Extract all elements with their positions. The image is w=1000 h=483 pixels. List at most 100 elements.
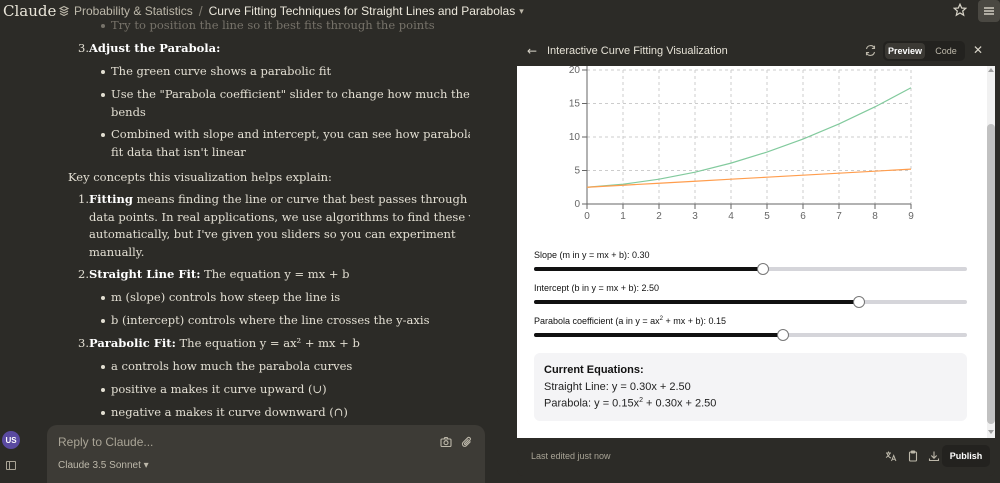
concept1-text: means finding the line or curve that bes… — [132, 192, 470, 206]
slope-label: Slope (m in y = mx + b): 0.30 — [534, 250, 650, 260]
y-tick-label: 15 — [569, 99, 581, 110]
key-concepts-text: Key concepts this visualization helps ex… — [68, 170, 332, 184]
intercept-slider[interactable] — [534, 296, 967, 308]
slider-thumb[interactable] — [852, 296, 865, 308]
concept3-number: 3. — [78, 336, 89, 350]
view-toggle: Preview Code — [883, 41, 965, 61]
slider-thumb[interactable] — [757, 263, 770, 275]
faded-line: Try to position the line so it best fits… — [111, 18, 435, 32]
bullet — [101, 133, 105, 137]
x-tick-label: 3 — [692, 211, 698, 222]
scrollbar-thumb[interactable] — [987, 124, 995, 424]
x-tick-label: 9 — [908, 211, 914, 222]
claude-logo[interactable]: Claude — [3, 2, 57, 20]
model-selector[interactable]: Claude 3.5 Sonnet ▾ — [58, 460, 149, 471]
tab-preview[interactable]: Preview — [885, 43, 925, 59]
step3-title: Adjust the Parabola: — [89, 41, 221, 55]
list-item: Use the "Parabola coefficient" slider to… — [111, 87, 470, 101]
chevron-down-icon: ▾ — [143, 460, 149, 471]
y-tick-label: 0 — [574, 199, 580, 210]
avatar[interactable]: US — [2, 431, 20, 449]
concept3-text: The equation y = ax² + mx + b — [175, 336, 360, 350]
download-icon[interactable] — [928, 450, 940, 462]
x-tick-label: 8 — [872, 211, 878, 222]
concept2-bold: Straight Line Fit: — [89, 267, 201, 281]
star-icon[interactable] — [953, 3, 967, 17]
concept2-text: The equation y = mx + b — [200, 267, 350, 281]
concept3-line: Parabolic Fit: The equation y = ax² + mx… — [89, 335, 360, 353]
series-line-1 — [586, 168, 912, 188]
x-tick-label: 2 — [656, 211, 662, 222]
x-tick-label: 1 — [620, 211, 626, 222]
concept1-number: 1. — [78, 192, 89, 206]
artifact-footer: Last edited just now Publish — [517, 438, 995, 476]
slider-fill — [534, 333, 783, 337]
model-name: Claude 3.5 Sonnet — [58, 460, 141, 471]
parabola-label-text: + mx + b): 0.15 — [663, 316, 727, 326]
slope-slider[interactable] — [534, 263, 967, 275]
concept1-line: Fitting means finding the line or curve … — [89, 191, 470, 209]
equations-box: Current Equations: Straight Line: y = 0.… — [534, 353, 967, 421]
parabola-label: Parabola coefficient (a in y = ax2 + mx … — [534, 316, 726, 326]
series-line-0 — [586, 87, 912, 188]
bullet — [101, 388, 105, 392]
list-item: b (intercept) controls where the line cr… — [111, 313, 430, 327]
refresh-icon[interactable] — [864, 44, 877, 57]
slider-thumb[interactable] — [776, 329, 789, 341]
parabola-label-text: Parabola coefficient (a in y = ax — [534, 316, 660, 326]
last-edited-text: Last edited just now — [531, 451, 611, 461]
project-icon — [58, 5, 70, 17]
translate-icon[interactable] — [885, 450, 897, 462]
list-item: negative a makes it curve downward (∩) — [111, 405, 348, 419]
x-tick-label: 4 — [728, 211, 734, 222]
slider-fill — [534, 267, 764, 271]
breadcrumb: Probability & Statistics / Curve Fitting… — [58, 3, 524, 19]
back-arrow-icon[interactable]: ← — [527, 44, 538, 58]
sidebar-toggle-icon[interactable] — [6, 461, 16, 470]
list-item-cont: fit data that isn't linear — [111, 145, 246, 159]
artifact-header: ← Interactive Curve Fitting Visualizatio… — [517, 36, 995, 66]
x-tick-label: 5 — [764, 211, 770, 222]
bullet — [101, 70, 105, 74]
list-item: a controls how much the parabola curves — [111, 359, 353, 373]
sidebar-menu-button[interactable] — [978, 0, 1000, 22]
menu-icon — [984, 7, 994, 15]
breadcrumb-project[interactable]: Probability & Statistics — [74, 4, 193, 18]
y-tick-label: 20 — [569, 66, 581, 76]
bullet — [101, 93, 105, 97]
straight-line-equation: Straight Line: y = 0.30x + 2.50 — [544, 381, 691, 393]
parabola-equation: Parabola: y = 0.15x2 + 0.30x + 2.50 — [544, 397, 716, 410]
list-item: m (slope) controls how steep the line is — [111, 290, 341, 304]
concept2-number: 2. — [78, 267, 89, 281]
top-bar: Claude Probability & Statistics / Curve … — [0, 0, 1000, 22]
reply-box[interactable]: Reply to Claude... Claude 3.5 Sonnet ▾ — [47, 425, 485, 483]
scroll-up-arrow-icon[interactable] — [988, 68, 994, 72]
curve-chart: 0 1 2 3 4 5 6 7 8 9 0 5 10 15 20 — [569, 66, 914, 222]
bullet — [101, 319, 105, 323]
bullet — [101, 411, 105, 415]
chat-title[interactable]: Curve Fitting Techniques for Straight Li… — [208, 4, 516, 18]
chevron-down-icon[interactable]: ▾ — [519, 5, 524, 16]
y-tick-label: 10 — [569, 132, 581, 143]
clipboard-icon[interactable] — [907, 450, 919, 462]
concept1-bold: Fitting — [89, 192, 133, 206]
reply-input[interactable]: Reply to Claude... — [58, 435, 154, 449]
list-item: Combined with slope and intercept, you c… — [111, 127, 470, 141]
publish-button[interactable]: Publish — [942, 445, 990, 467]
tab-code[interactable]: Code — [935, 46, 957, 56]
x-tick-label: 6 — [800, 211, 806, 222]
parabola-eq-text: + 0.30x + 2.50 — [643, 397, 717, 410]
camera-icon[interactable] — [440, 436, 452, 448]
scroll-down-arrow-icon[interactable] — [988, 430, 994, 434]
concept1-line: manually. — [89, 245, 145, 259]
concept1-line: automatically, but I've given you slider… — [89, 227, 456, 241]
x-tick-label: 0 — [584, 211, 590, 222]
paperclip-icon[interactable] — [461, 435, 473, 449]
concept1-line: data points. In real applications, we us… — [89, 210, 470, 224]
parabola-slider[interactable] — [534, 329, 967, 341]
y-tick-label: 5 — [574, 166, 580, 177]
intercept-label: Intercept (b in y = mx + b): 2.50 — [534, 283, 660, 293]
artifact-preview: 0 1 2 3 4 5 6 7 8 9 0 5 10 15 20 Slope (m in y = mx + … — [517, 66, 995, 438]
concept3-bold: Parabolic Fit: — [89, 336, 176, 350]
close-icon[interactable]: ✕ — [973, 43, 984, 57]
